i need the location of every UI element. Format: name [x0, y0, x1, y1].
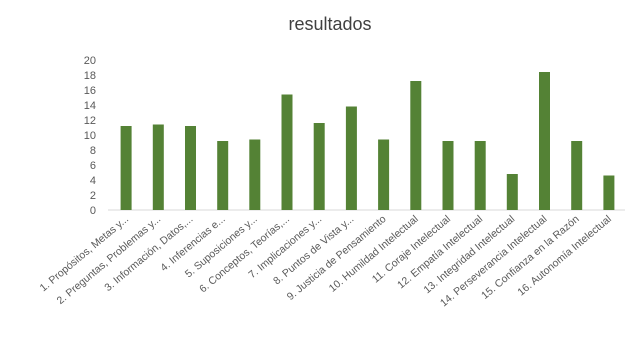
bar [217, 141, 229, 210]
bar [345, 106, 357, 210]
y-tick-label: 20 [84, 55, 96, 67]
y-tick-label: 6 [90, 160, 96, 172]
bar [442, 141, 454, 210]
y-tick-label: 8 [90, 145, 96, 157]
y-tick-label: 12 [84, 115, 96, 127]
bar [313, 123, 325, 210]
y-tick-label: 10 [84, 130, 96, 142]
y-tick-label: 18 [84, 70, 96, 82]
bar [185, 126, 196, 210]
y-tick-label: 4 [90, 175, 96, 187]
bar [120, 126, 132, 210]
bar [281, 94, 293, 210]
bar [603, 175, 615, 210]
bar [378, 139, 390, 210]
bar [571, 141, 583, 210]
chart-title: resultados [288, 14, 371, 34]
y-tick-label: 16 [84, 85, 96, 97]
bars-group [120, 72, 615, 210]
category-labels: 1. Propósitos, Metas y...2. Preguntas, P… [38, 213, 614, 309]
bar [249, 139, 261, 210]
y-tick-label: 2 [90, 190, 96, 202]
y-tick-label: 0 [90, 205, 96, 217]
bar [539, 72, 550, 210]
bar [506, 174, 518, 210]
bar [410, 81, 422, 210]
y-tick-label: 14 [84, 100, 96, 112]
y-axis-ticks: 0 2 4 6 8 10 12 14 16 18 20 [84, 55, 96, 217]
bar [474, 141, 486, 210]
bar [152, 124, 164, 210]
